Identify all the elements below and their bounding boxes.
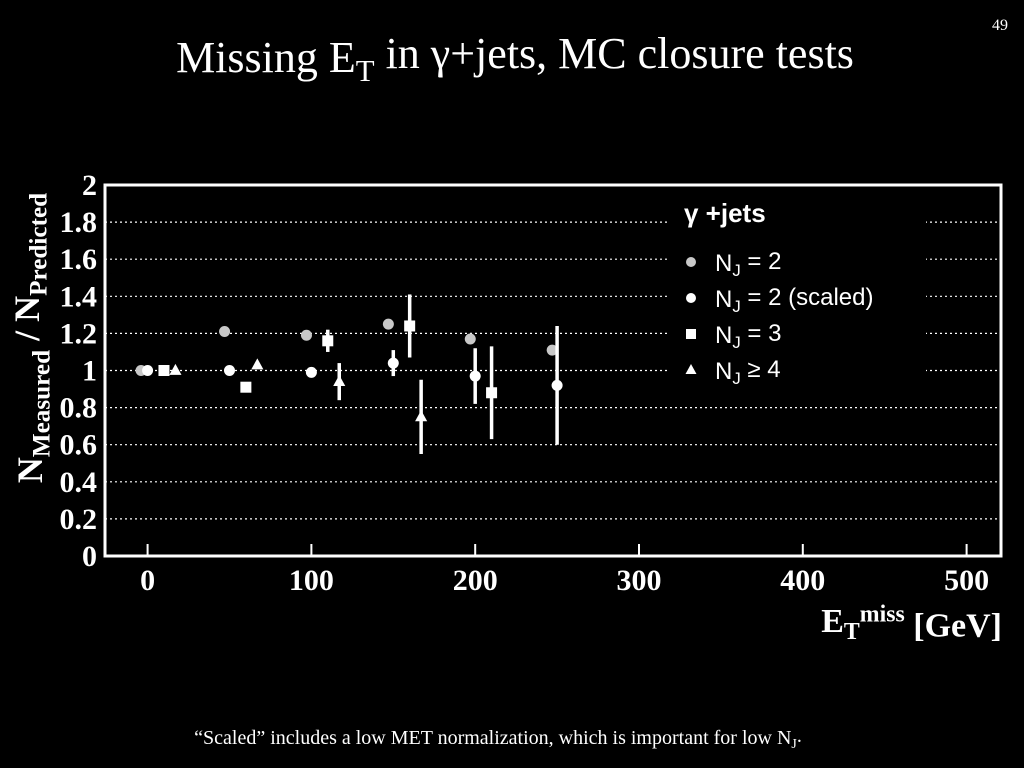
legend-title: γ +jets [684, 198, 766, 228]
x-tick-label: 0 [140, 564, 155, 597]
data-point [464, 333, 476, 345]
x-tick-label: 300 [616, 564, 661, 597]
data-point [158, 365, 170, 376]
y-tick-label: 0.4 [60, 466, 98, 499]
legend-label: NJ = 2 [715, 248, 781, 280]
data-point [219, 326, 231, 338]
x-tick-label: 400 [780, 564, 825, 597]
y-tick-label: 0 [82, 540, 97, 573]
footnote: “Scaled” includes a low MET normalizatio… [194, 725, 802, 752]
legend-label: NJ = 2 (scaled) [715, 284, 873, 316]
data-point [404, 320, 416, 332]
data-point [251, 358, 264, 370]
y-tick-label: 1.6 [60, 243, 98, 276]
legend-box [668, 197, 926, 387]
data-point [546, 344, 558, 356]
data-point [322, 335, 334, 347]
data-point [142, 365, 154, 376]
data-point [486, 387, 498, 399]
legend-marker [686, 293, 696, 303]
y-tick-label: 0.6 [60, 429, 98, 462]
data-point [169, 363, 182, 375]
y-tick-label: 0.8 [60, 392, 98, 425]
data-point [300, 329, 312, 341]
data-point [469, 370, 481, 382]
y-axis-label: NMeasured / NPredicted [7, 193, 56, 483]
x-tick-label: 100 [289, 564, 334, 597]
legend-label: NJ ≥ 4 [715, 356, 781, 388]
data-point [305, 366, 317, 378]
y-tick-label: 1.2 [60, 317, 98, 350]
y-tick-label: 1 [82, 355, 97, 388]
page-number: 49 [992, 17, 1008, 34]
y-tick-label: 2 [82, 169, 97, 202]
data-point [382, 318, 394, 330]
legend-marker [685, 364, 697, 374]
legend-label: NJ = 3 [715, 320, 781, 352]
data-point [333, 375, 346, 387]
data-point [551, 379, 563, 391]
x-axis-label: ETmiss [GeV] [821, 601, 1002, 645]
data-point [240, 381, 252, 393]
chart-title: Missing ET in γ+jets, MC closure tests [176, 29, 854, 88]
legend-marker [686, 329, 696, 339]
y-tick-label: 1.8 [60, 206, 98, 239]
legend-marker [686, 257, 696, 267]
data-point [415, 410, 428, 422]
y-tick-label: 0.2 [60, 503, 98, 536]
data-point [387, 357, 399, 369]
x-tick-label: 500 [944, 564, 989, 597]
data-point [223, 365, 235, 376]
y-tick-label: 1.4 [60, 280, 98, 313]
x-tick-label: 200 [453, 564, 498, 597]
